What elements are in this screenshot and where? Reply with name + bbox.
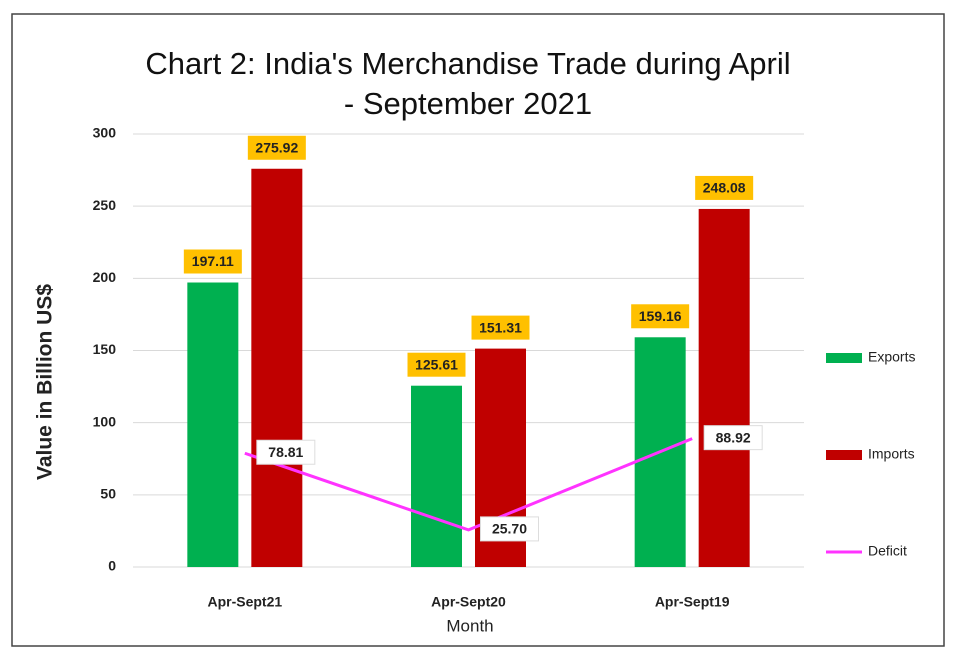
value-label-box [183, 249, 242, 274]
y-tick-label: 300 [93, 125, 117, 141]
bar [698, 208, 750, 567]
value-label-box [703, 425, 763, 451]
value-label: 197.11 [192, 253, 234, 269]
y-tick-label: 150 [93, 341, 117, 357]
y-axis-label: Value in Billion US$ [34, 284, 57, 480]
bar [411, 385, 462, 567]
y-tick-label: 200 [93, 269, 117, 285]
y-tick-label: 100 [93, 413, 117, 429]
value-label: 125.61 [415, 356, 458, 372]
legend-swatch [826, 450, 862, 460]
value-label-box [256, 439, 316, 465]
bar [251, 168, 303, 567]
x-tick-label: Apr-Sept21 [207, 594, 282, 610]
legend-label: Exports [868, 349, 915, 365]
value-label-box [695, 175, 754, 200]
value-label: 159.16 [639, 308, 682, 324]
value-label-box [480, 516, 539, 542]
value-label: 248.08 [703, 180, 746, 196]
x-tick-label: Apr-Sept19 [655, 594, 730, 610]
value-label-box [407, 352, 466, 377]
value-label: 275.92 [255, 139, 298, 155]
value-label: 25.70 [492, 521, 527, 537]
y-tick-label: 0 [108, 558, 116, 574]
legend-label: Deficit [868, 543, 907, 559]
legend-swatch [826, 353, 862, 363]
line [244, 437, 693, 532]
legend-label: Imports [868, 446, 915, 462]
chart-title: - September 2021 [344, 86, 592, 121]
x-tick-label: Apr-Sept20 [431, 594, 506, 610]
value-label-box [471, 315, 530, 340]
bar [187, 282, 239, 567]
value-label: 151.31 [479, 319, 522, 335]
y-tick-label: 50 [100, 486, 116, 502]
chart-title: Chart 2: India's Merchandise Trade durin… [145, 46, 790, 81]
value-label: 78.81 [268, 444, 303, 460]
value-label-box [247, 135, 306, 160]
y-tick-label: 250 [93, 197, 117, 213]
x-axis-label: Month [446, 616, 493, 635]
value-label-box [631, 304, 690, 329]
value-label: 88.92 [716, 429, 751, 445]
